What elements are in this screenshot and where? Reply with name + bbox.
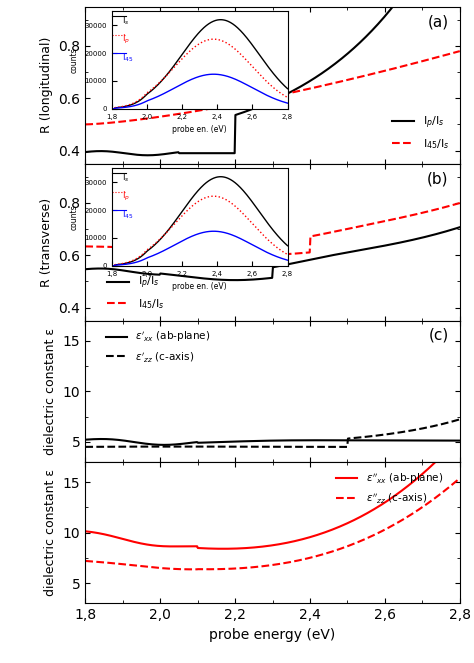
Legend: I$_p$/I$_s$, I$_{45}$/I$_s$: I$_p$/I$_s$, I$_{45}$/I$_s$ xyxy=(388,110,454,155)
Legend: $\varepsilon''_{xx}$ (ab-plane), $\varepsilon''_{zz}$ (c-axis): $\varepsilon''_{xx}$ (ab-plane), $\varep… xyxy=(332,467,447,509)
Legend: $\varepsilon'_{xx}$ (ab-plane), $\varepsilon'_{zz}$ (c-axis): $\varepsilon'_{xx}$ (ab-plane), $\vareps… xyxy=(102,326,215,368)
Text: (c): (c) xyxy=(428,328,448,343)
Text: (a): (a) xyxy=(428,15,448,29)
Text: (b): (b) xyxy=(427,172,448,186)
Legend: I$_p$/I$_s$, I$_{45}$/I$_s$: I$_p$/I$_s$, I$_{45}$/I$_s$ xyxy=(102,271,169,315)
Y-axis label: R (transverse): R (transverse) xyxy=(40,198,53,286)
Y-axis label: R (longitudinal): R (longitudinal) xyxy=(40,37,53,133)
Y-axis label: dielectric constant ε: dielectric constant ε xyxy=(44,328,57,455)
X-axis label: probe energy (eV): probe energy (eV) xyxy=(210,628,336,642)
Y-axis label: dielectric constant ε: dielectric constant ε xyxy=(44,469,57,596)
